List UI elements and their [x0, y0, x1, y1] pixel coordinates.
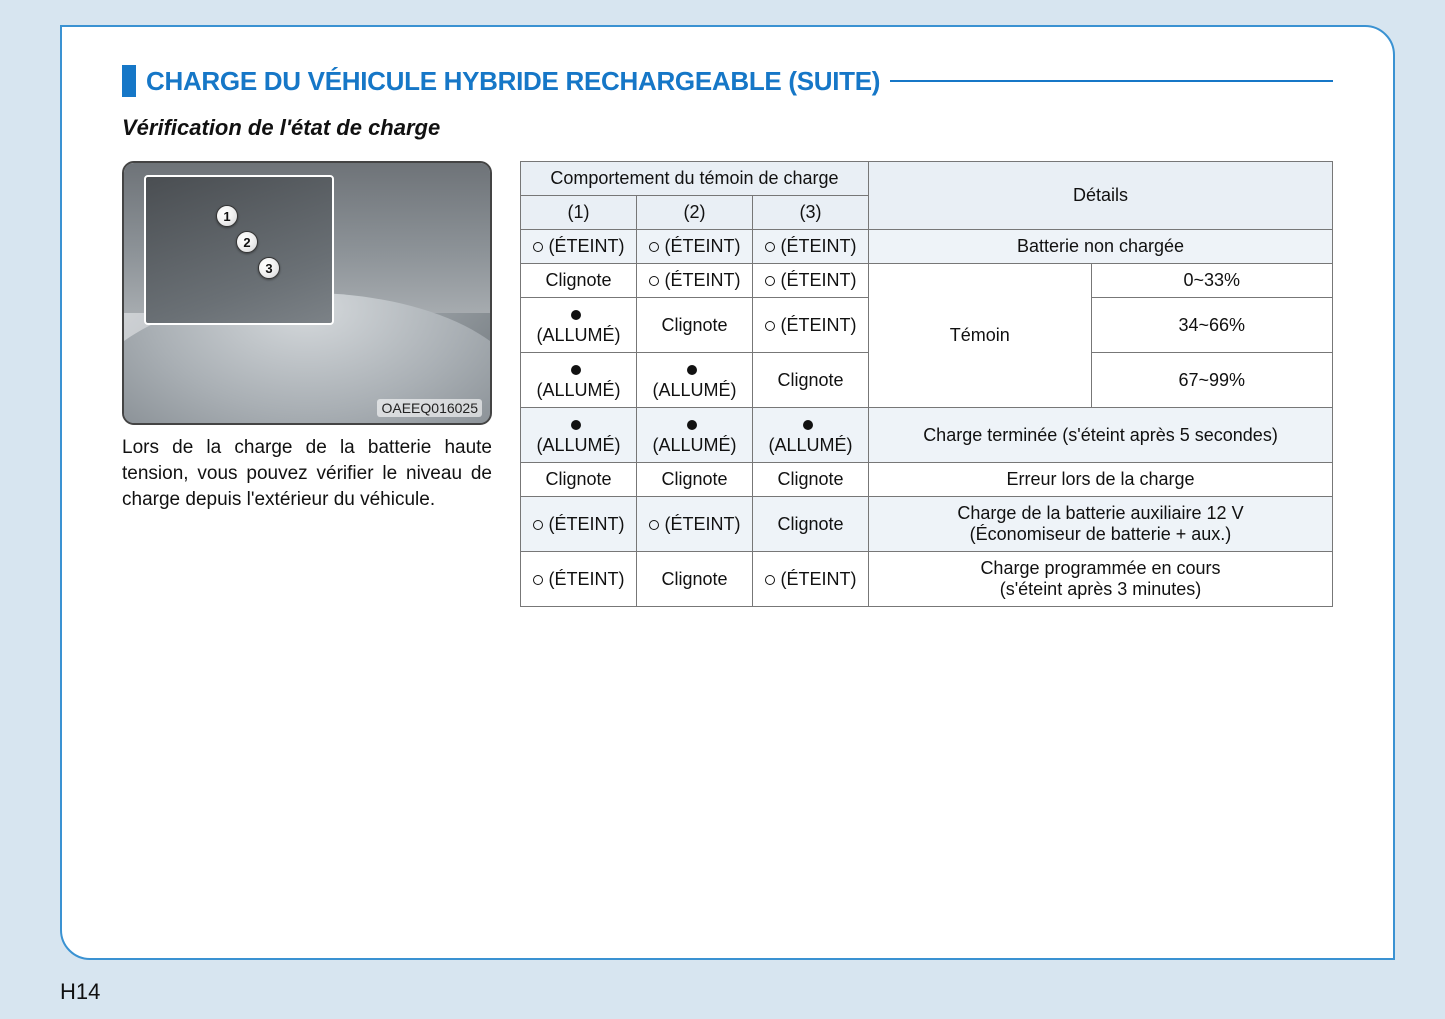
table-header-col: (3) — [753, 196, 869, 230]
table-row: (ÉTEINT)(ÉTEINT)ClignoteCharge de la bat… — [521, 497, 1333, 552]
heading-rule — [890, 80, 1333, 82]
left-column: OAEEQ016025 1 23 Lors de la charge de la … — [122, 161, 492, 514]
led-state-cell: (ÉTEINT) — [637, 230, 753, 264]
led-state-cell: (ÉTEINT) — [521, 552, 637, 607]
section-heading: CHARGE DU VÉHICULE HYBRIDE RECHARGEABLE … — [122, 65, 1333, 97]
content-row: OAEEQ016025 1 23 Lors de la charge de la … — [122, 161, 1333, 607]
led-state-cell: Clignote — [521, 463, 637, 497]
percent-cell: 67~99% — [1091, 353, 1332, 408]
led-state-cell: Clignote — [753, 353, 869, 408]
image-caption: Lors de la charge de la batterie haute t… — [122, 435, 492, 514]
led-state-cell: Clignote — [753, 463, 869, 497]
led-state-cell: (ÉTEINT) — [753, 230, 869, 264]
detail-cell: Erreur lors de la charge — [869, 463, 1333, 497]
indicator-label-cell: Témoin — [869, 264, 1092, 408]
indicator-dot-3: 3 — [258, 257, 280, 279]
detail-cell: Charge de la batterie auxiliaire 12 V(Éc… — [869, 497, 1333, 552]
page-number: H14 — [60, 979, 100, 1005]
led-state-cell: (ALLUMÉ) — [637, 408, 753, 463]
document-panel: CHARGE DU VÉHICULE HYBRIDE RECHARGEABLE … — [60, 25, 1395, 960]
led-state-cell: (ÉTEINT) — [753, 298, 869, 353]
led-state-cell: (ALLUMÉ) — [521, 353, 637, 408]
detail-cell: Charge terminée (s'éteint après 5 second… — [869, 408, 1333, 463]
led-state-cell: (ÉTEINT) — [521, 230, 637, 264]
led-state-cell: (ÉTEINT) — [637, 264, 753, 298]
right-column: Comportement du témoin de chargeDétails(… — [520, 161, 1333, 607]
table-row: (ÉTEINT)(ÉTEINT)(ÉTEINT)Batterie non cha… — [521, 230, 1333, 264]
table-header-details: Détails — [869, 162, 1333, 230]
table-header-behavior: Comportement du témoin de charge — [521, 162, 869, 196]
table-row: (ÉTEINT)Clignote(ÉTEINT)Charge programmé… — [521, 552, 1333, 607]
led-state-cell: (ÉTEINT) — [637, 497, 753, 552]
percent-cell: 0~33% — [1091, 264, 1332, 298]
led-state-cell: Clignote — [753, 497, 869, 552]
led-state-cell: Clignote — [637, 463, 753, 497]
detail-cell: Charge programmée en cours(s'éteint aprè… — [869, 552, 1333, 607]
table-row: Clignote(ÉTEINT)(ÉTEINT)Témoin0~33% — [521, 264, 1333, 298]
section-subtitle: Vérification de l'état de charge — [122, 115, 1333, 141]
led-state-cell: (ÉTEINT) — [753, 552, 869, 607]
led-state-cell: (ÉTEINT) — [753, 264, 869, 298]
percent-cell: 34~66% — [1091, 298, 1332, 353]
table-row: (ALLUMÉ)(ALLUMÉ)(ALLUMÉ)Charge terminée … — [521, 408, 1333, 463]
table-header-col: (1) — [521, 196, 637, 230]
heading-bar-icon — [122, 65, 136, 97]
detail-cell: Batterie non chargée — [869, 230, 1333, 264]
led-state-cell: Clignote — [637, 298, 753, 353]
led-state-cell: (ALLUMÉ) — [521, 298, 637, 353]
led-state-cell: (ALLUMÉ) — [753, 408, 869, 463]
section-title: CHARGE DU VÉHICULE HYBRIDE RECHARGEABLE … — [146, 66, 880, 97]
vehicle-illustration: OAEEQ016025 1 23 — [122, 161, 492, 425]
indicator-dot-2: 2 — [236, 231, 258, 253]
table-header-col: (2) — [637, 196, 753, 230]
charge-status-table: Comportement du témoin de chargeDétails(… — [520, 161, 1333, 607]
led-state-cell: (ÉTEINT) — [521, 497, 637, 552]
led-state-cell: Clignote — [637, 552, 753, 607]
indicator-dot-1: 1 — [216, 205, 238, 227]
image-reference-code: OAEEQ016025 — [377, 399, 482, 417]
table-row: ClignoteClignoteClignoteErreur lors de l… — [521, 463, 1333, 497]
led-state-cell: Clignote — [521, 264, 637, 298]
led-state-cell: (ALLUMÉ) — [637, 353, 753, 408]
led-state-cell: (ALLUMÉ) — [521, 408, 637, 463]
